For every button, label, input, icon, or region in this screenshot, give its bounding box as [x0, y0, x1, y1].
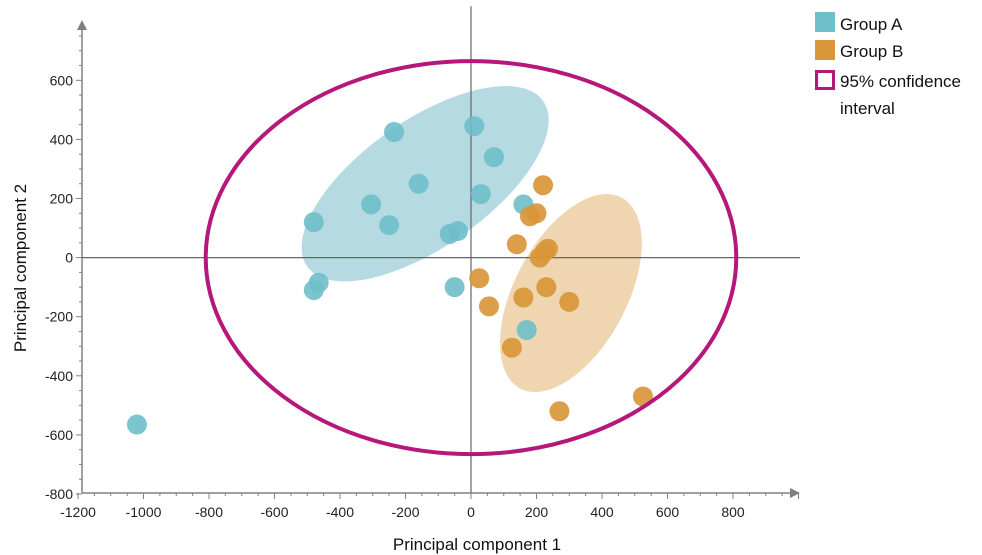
group-a-point — [126, 414, 147, 435]
group-b-point — [513, 287, 534, 308]
group-b-point — [479, 296, 500, 317]
group-b-point — [506, 234, 527, 255]
group-b-point — [501, 337, 522, 358]
group-a-point — [470, 184, 491, 205]
group-a-point — [361, 194, 382, 215]
x-tick-label: -200 — [391, 504, 419, 520]
y-tick-label: 600 — [50, 72, 74, 88]
y-tick-label: -800 — [45, 486, 73, 502]
y-tick-label: 200 — [50, 191, 74, 207]
confidence-interval — [203, 59, 739, 457]
x-tick-label: -800 — [195, 504, 223, 520]
legend-label-ci-line2: interval — [840, 99, 895, 118]
y-tick-label: -400 — [45, 368, 73, 384]
group-a-point — [464, 116, 485, 137]
group-a-point — [408, 173, 429, 194]
x-tick-label: 600 — [656, 504, 680, 520]
x-tick-label: 0 — [467, 504, 475, 520]
confidence-ellipse — [203, 59, 739, 457]
x-tick-label: -1000 — [126, 504, 162, 520]
y-tick-label: -200 — [45, 309, 73, 325]
group-a-point — [379, 215, 400, 236]
y-axis-title: Principal component 2 — [11, 184, 30, 352]
x-tick-label: 400 — [590, 504, 614, 520]
legend-label-group-b: Group B — [840, 42, 903, 61]
y-axis-arrow — [77, 20, 87, 30]
group-b-point — [533, 175, 554, 196]
group-a-point — [303, 212, 324, 233]
data-points — [126, 116, 653, 435]
group-b-point — [519, 206, 540, 227]
group-a-point — [303, 280, 324, 301]
group-a-point — [483, 147, 504, 168]
group-b-point — [469, 268, 490, 289]
group-a-point — [516, 319, 537, 340]
group-b-point — [549, 401, 570, 422]
legend-swatch-group-b — [815, 40, 835, 60]
legend: Group A Group B 95% confidence interval — [815, 12, 961, 118]
group-b-point — [559, 291, 580, 312]
group-b-point — [529, 247, 550, 268]
group-a-point — [439, 223, 460, 244]
legend-swatch-group-a — [815, 12, 835, 32]
x-tick-label: -1200 — [60, 504, 96, 520]
x-tick-label: 200 — [525, 504, 549, 520]
legend-swatch-ci — [815, 70, 835, 90]
y-tick-label: -600 — [45, 427, 73, 443]
x-tick-label: -600 — [260, 504, 288, 520]
group-b-point — [536, 277, 557, 298]
legend-label-group-a: Group A — [840, 15, 903, 34]
y-tick-label: 400 — [50, 131, 74, 147]
group-b-point — [632, 386, 653, 407]
x-axis-title: Principal component 1 — [393, 535, 561, 554]
x-axis-arrow — [790, 488, 800, 498]
axes: -1200 -1000 -800 -600 -400 -200 0 200 400 600 800 -… — [45, 6, 800, 520]
group-a-point — [444, 277, 465, 298]
group-a-point — [384, 122, 405, 143]
x-tick-label: -400 — [326, 504, 354, 520]
legend-label-ci-line1: 95% confidence — [840, 72, 961, 91]
x-tick-label: 800 — [721, 504, 745, 520]
y-tick-label: 0 — [65, 250, 73, 266]
